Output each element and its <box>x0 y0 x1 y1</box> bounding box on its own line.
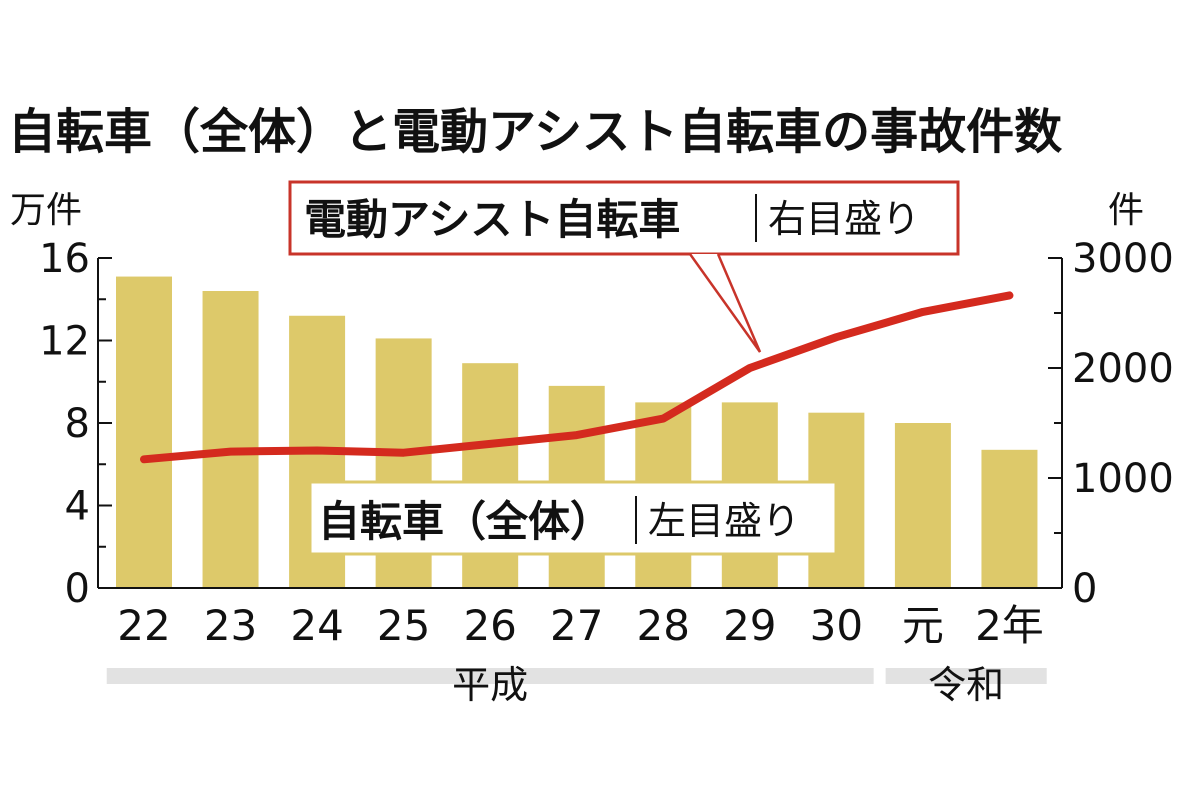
era-label: 平成 <box>452 663 528 707</box>
axes <box>97 258 1063 589</box>
left-axis: 0 4 8 12 16 <box>39 236 112 612</box>
era-band <box>885 668 1047 684</box>
x-tick-label: 30 <box>810 601 863 650</box>
chart-title: 自転車（全体）と電動アシスト自転車の事故件数 <box>8 104 1062 160</box>
bar-23 <box>202 291 259 588</box>
x-tick-label: 元 <box>902 601 944 650</box>
legend-total-box <box>308 480 838 556</box>
right-axis-tick-label: 3000 <box>1072 236 1174 282</box>
line-point-25 <box>403 452 405 454</box>
line-point-23 <box>230 451 232 453</box>
left-axis-tick-label: 8 <box>65 401 90 447</box>
line-point-24 <box>316 450 318 451</box>
legend-assist-pointer <box>688 253 762 353</box>
legend-assist-box <box>288 180 960 256</box>
line-point-30 <box>835 336 837 338</box>
line-point-22 <box>143 458 145 460</box>
x-tick-label: 28 <box>637 601 690 650</box>
x-tick-label: 27 <box>550 601 603 650</box>
left-axis-tick-label: 16 <box>39 236 90 282</box>
era-bands: 平成 令和 <box>106 663 1047 707</box>
line-point-29 <box>749 367 751 369</box>
right-axis-unit: 件 <box>1108 190 1144 231</box>
x-tick-label: 22 <box>117 601 170 650</box>
right-axis-tick-label: 2000 <box>1072 346 1174 392</box>
line-point-2年 <box>1008 294 1010 296</box>
left-axis-tick-label: 0 <box>65 566 90 612</box>
left-axis-unit: 万件 <box>10 190 82 231</box>
line-point-26 <box>489 443 491 445</box>
legend-assist-name: 電動アシスト自転車 <box>304 195 680 244</box>
line-point-元 <box>922 311 924 313</box>
era-band <box>106 668 874 684</box>
bar-元 <box>894 423 951 588</box>
era-label: 令和 <box>928 663 1004 707</box>
left-axis-tick-label: 4 <box>65 484 90 530</box>
legend-total-scale: 左目盛り <box>648 499 800 543</box>
line-point-28 <box>662 418 664 420</box>
bar-2年 <box>981 449 1038 588</box>
line-point-27 <box>576 434 578 436</box>
right-axis: 0 1000 2000 3000 <box>1048 236 1174 612</box>
x-axis-labels: 22 23 24 25 26 27 28 29 30 元 2年 <box>117 601 1044 650</box>
legend-assist-scale: 右目盛り <box>768 197 920 241</box>
line-series-assist <box>140 291 1014 464</box>
x-tick-label: 26 <box>463 601 516 650</box>
bar-22 <box>116 276 172 588</box>
legend-total: 自転車（全体） 左目盛り <box>308 480 838 556</box>
right-axis-tick-label: 0 <box>1072 566 1097 612</box>
x-tick-label: 25 <box>377 601 430 650</box>
right-axis-tick-label: 1000 <box>1072 456 1174 502</box>
legend-assist: 電動アシスト自転車 右目盛り <box>288 180 960 353</box>
x-tick-label: 29 <box>723 601 776 650</box>
x-tick-label: 24 <box>290 601 343 650</box>
left-axis-tick-label: 12 <box>39 319 90 365</box>
x-tick-label: 2年 <box>975 601 1044 650</box>
legend-total-name: 自転車（全体） <box>318 497 612 546</box>
x-tick-label: 23 <box>204 601 257 650</box>
